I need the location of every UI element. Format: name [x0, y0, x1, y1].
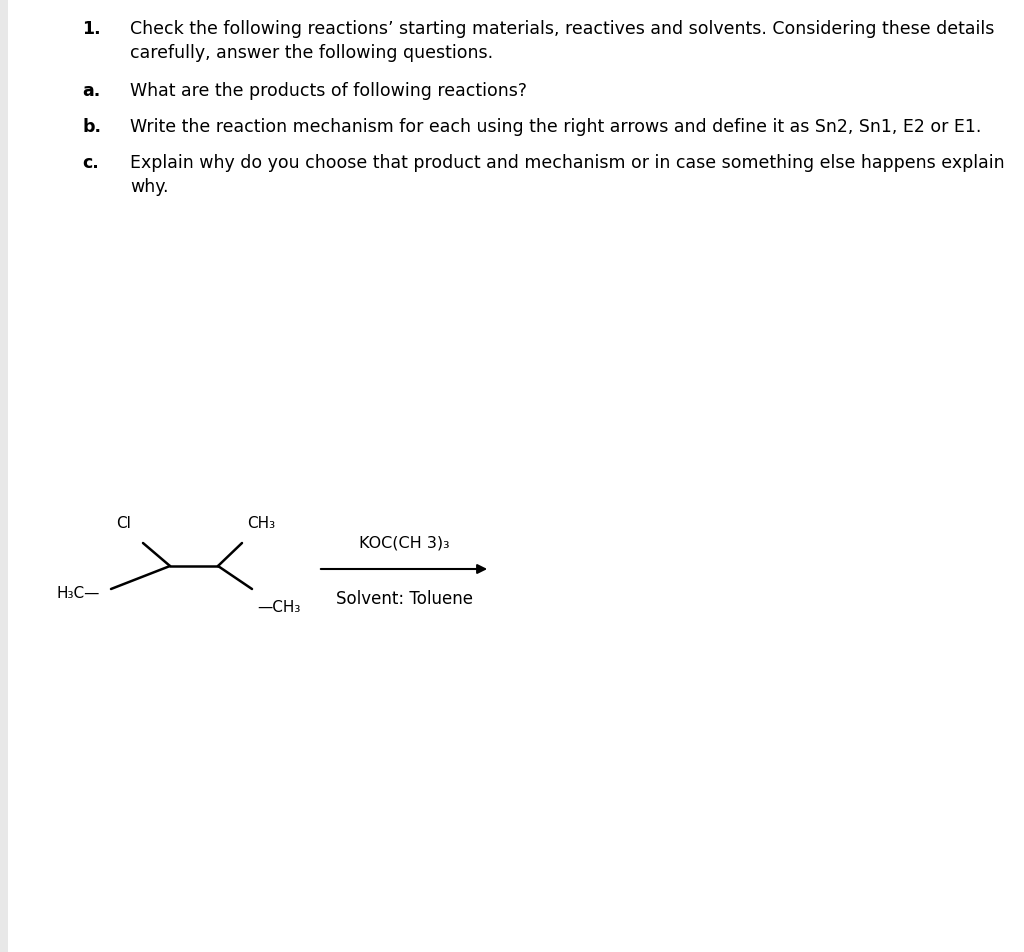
Text: carefully, answer the following questions.: carefully, answer the following question…	[130, 44, 494, 62]
Text: Write the reaction mechanism for each using the right arrows and define it as Sn: Write the reaction mechanism for each us…	[130, 118, 981, 136]
Text: CH₃: CH₃	[247, 515, 275, 530]
Text: Cl: Cl	[116, 515, 131, 530]
Text: Explain why do you choose that product and mechanism or in case something else h: Explain why do you choose that product a…	[130, 154, 1005, 171]
Text: What are the products of following reactions?: What are the products of following react…	[130, 82, 527, 100]
Text: c.: c.	[82, 154, 98, 171]
Text: why.: why.	[130, 178, 169, 196]
Text: a.: a.	[82, 82, 100, 100]
Text: Check the following reactions’ starting materials, reactives and solvents. Consi: Check the following reactions’ starting …	[130, 20, 994, 38]
Text: b.: b.	[82, 118, 101, 136]
Text: KOC(CH 3)₃: KOC(CH 3)₃	[358, 534, 450, 549]
Text: Solvent: Toluene: Solvent: Toluene	[336, 589, 472, 607]
Text: H₃C—: H₃C—	[56, 585, 100, 600]
Bar	[0, 0, 8, 952]
Text: —CH₃: —CH₃	[257, 600, 300, 614]
Text: 1.: 1.	[82, 20, 100, 38]
